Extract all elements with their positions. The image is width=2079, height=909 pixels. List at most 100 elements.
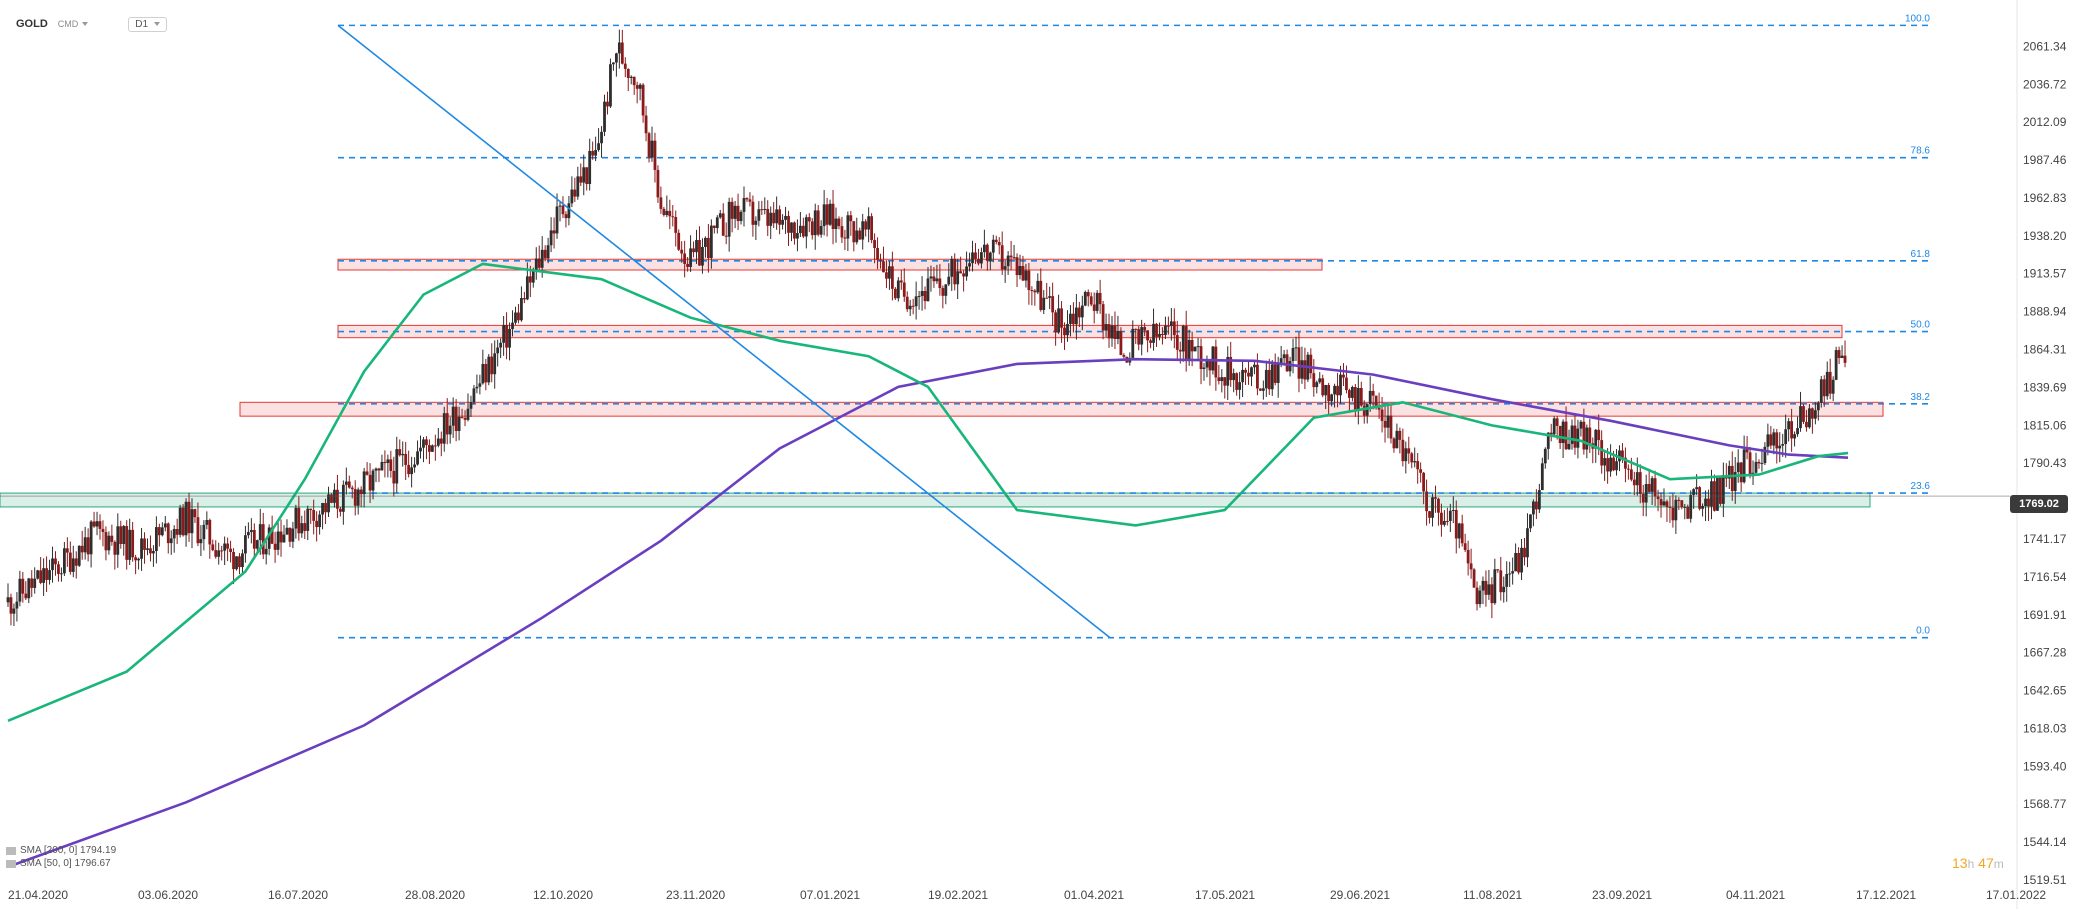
- candle-body: [1668, 506, 1672, 508]
- market-selector[interactable]: CMD: [58, 19, 89, 29]
- candle-body: [1665, 501, 1669, 507]
- candle-body: [1149, 340, 1152, 343]
- legend-sma200[interactable]: SMA [200, 0] 1794.19: [6, 844, 116, 857]
- candle-body: [923, 290, 927, 302]
- candle-body: [1451, 510, 1455, 512]
- candle-body: [1689, 494, 1693, 519]
- candle-body: [475, 386, 479, 389]
- candle-body: [834, 218, 838, 230]
- candle-body: [751, 201, 755, 225]
- candle-body: [1220, 377, 1224, 382]
- price-tick-label: 1691.91: [2023, 608, 2067, 622]
- candle-body: [626, 68, 630, 78]
- candle-body: [1677, 499, 1681, 501]
- candle-body: [232, 551, 235, 570]
- candle-body: [1576, 428, 1580, 448]
- legend-sma50[interactable]: SMA [50, 0] 1796.67: [6, 857, 116, 870]
- candle-body: [1208, 361, 1212, 371]
- candle-body: [582, 167, 586, 183]
- price-tick-label: 1987.46: [2023, 153, 2067, 167]
- candle-body: [172, 529, 176, 539]
- candle-body: [784, 215, 787, 220]
- candle-body: [623, 63, 627, 69]
- candle-body: [238, 556, 241, 568]
- candle-body: [1626, 468, 1630, 470]
- candle-body: [1653, 478, 1657, 497]
- symbol-label[interactable]: GOLD: [16, 18, 48, 30]
- indicator-icon: [6, 859, 16, 868]
- candle-body: [1057, 308, 1060, 333]
- candle-body: [1256, 364, 1259, 389]
- candle-body: [157, 527, 161, 536]
- candle-body: [1710, 481, 1713, 507]
- candle-body: [1113, 325, 1117, 339]
- candle-body: [1656, 496, 1660, 500]
- candle-body: [1721, 475, 1725, 504]
- candle-body: [1169, 321, 1173, 326]
- candle-body: [1508, 573, 1512, 575]
- candle-body: [1831, 379, 1835, 394]
- candle-body: [1478, 590, 1482, 605]
- candle-body: [754, 220, 758, 225]
- candle-body: [1336, 385, 1339, 396]
- candle-body: [769, 212, 773, 226]
- candle-body: [77, 545, 81, 566]
- candle-body: [270, 527, 274, 544]
- candle-body: [1742, 449, 1746, 483]
- candle-body: [564, 214, 568, 219]
- price-tick-label: 1618.03: [2023, 721, 2067, 735]
- candle-body: [1466, 550, 1470, 564]
- candle-body: [62, 548, 66, 574]
- support-zone: [0, 492, 1871, 508]
- candle-body: [285, 527, 289, 535]
- candle-body: [873, 240, 876, 248]
- candle-body: [1514, 552, 1518, 572]
- candle-body: [1345, 377, 1348, 391]
- candle-body: [647, 133, 651, 158]
- timeframe-selector[interactable]: D1: [128, 16, 168, 32]
- candle-body: [1635, 472, 1639, 486]
- candle-body: [1540, 463, 1544, 491]
- candle-body: [778, 209, 782, 225]
- candle-body: [1140, 327, 1144, 345]
- candle-body: [312, 510, 316, 521]
- candle-body: [1377, 407, 1381, 410]
- sma200-label: SMA [200, 0] 1794.19: [20, 845, 117, 856]
- candle-body: [321, 503, 324, 515]
- candle-body: [517, 312, 520, 321]
- candle-body: [1739, 462, 1743, 483]
- candle-body: [395, 449, 399, 484]
- candle-body: [89, 521, 93, 555]
- candle-body: [30, 578, 34, 588]
- candle-body: [1309, 354, 1313, 374]
- candle-body: [226, 543, 230, 549]
- candle-body: [991, 239, 995, 253]
- candle-body: [134, 557, 138, 561]
- candle-body: [994, 239, 998, 243]
- candle-body: [1083, 291, 1087, 306]
- candle-body: [1816, 402, 1820, 411]
- candle-body: [362, 471, 366, 495]
- candle-body: [846, 215, 850, 239]
- candle-body: [1440, 512, 1443, 525]
- candle-body: [211, 544, 215, 551]
- time-tick-label: 04.11.2021: [1726, 888, 1785, 902]
- candle-body: [1250, 367, 1253, 377]
- candle-body: [796, 233, 799, 239]
- candle-body: [858, 230, 862, 240]
- candle-body: [454, 406, 458, 432]
- candle-body: [383, 461, 387, 463]
- candle-body: [490, 356, 494, 375]
- candle-body: [1261, 388, 1265, 391]
- candle-body: [561, 205, 565, 215]
- candle-body: [1054, 312, 1058, 333]
- candle-body: [1223, 377, 1227, 386]
- candle-body: [1226, 356, 1230, 386]
- candle-body: [1615, 461, 1618, 471]
- candle-body: [775, 209, 779, 224]
- candle-body: [1143, 327, 1147, 331]
- candle-body: [12, 608, 16, 614]
- candle-body: [258, 524, 262, 541]
- candle-body: [1638, 472, 1642, 494]
